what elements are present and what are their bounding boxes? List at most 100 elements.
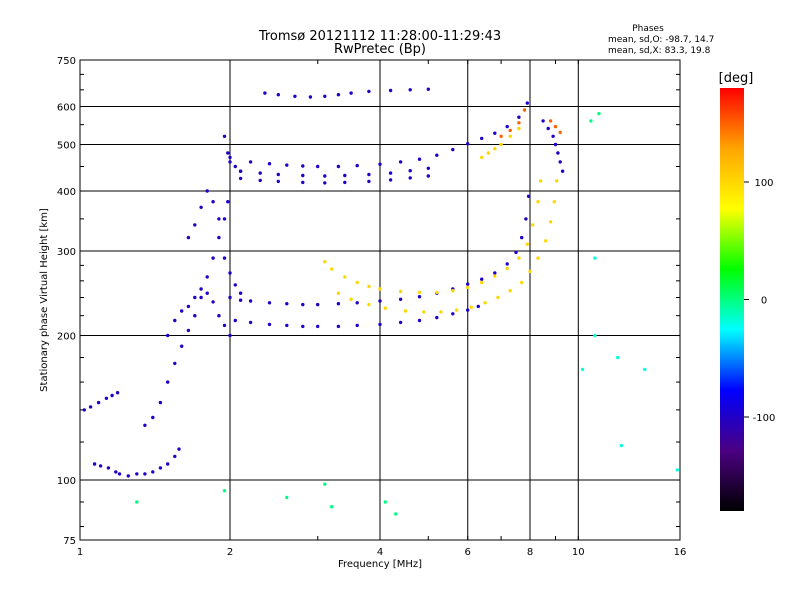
data-point: [323, 482, 327, 486]
data-point: [553, 124, 558, 129]
data-point: [517, 115, 521, 119]
data-point: [135, 472, 139, 476]
data-point: [211, 300, 215, 304]
colorbar-tick-label: 0: [761, 296, 767, 307]
data-point: [378, 299, 382, 303]
data-point: [248, 160, 253, 164]
data-point: [226, 151, 230, 155]
data-point: [525, 242, 529, 246]
data-point: [301, 324, 305, 329]
data-point: [106, 466, 111, 470]
data-point: [505, 266, 509, 271]
data-point: [508, 128, 512, 133]
data-point: [517, 126, 521, 131]
data-point: [417, 290, 422, 295]
data-point: [408, 88, 412, 92]
data-point: [378, 162, 382, 166]
data-point: [258, 171, 262, 175]
data-point: [263, 91, 267, 95]
data-point: [199, 295, 203, 300]
x-tick-label: 6: [465, 547, 471, 558]
data-point: [493, 271, 497, 275]
data-points: [82, 87, 679, 516]
data-point: [143, 423, 147, 427]
data-point: [217, 217, 221, 221]
data-point: [531, 223, 535, 227]
y-tick-label: 750: [57, 56, 76, 67]
data-point: [158, 466, 163, 470]
data-point: [343, 275, 347, 279]
data-point: [276, 93, 280, 97]
data-point: [267, 322, 272, 327]
x-tick-label: 1: [77, 547, 83, 558]
data-point: [285, 495, 289, 500]
data-point: [422, 310, 426, 314]
data-point: [451, 312, 455, 316]
data-point: [323, 260, 327, 264]
data-point: [398, 160, 403, 164]
data-point: [336, 93, 341, 97]
data-point: [493, 131, 497, 135]
data-point: [480, 155, 484, 160]
data-point: [323, 181, 327, 185]
data-point: [336, 291, 341, 295]
data-point: [528, 269, 532, 274]
data-point: [343, 180, 347, 185]
data-point: [552, 200, 556, 204]
data-point: [520, 235, 524, 240]
data-point: [508, 289, 512, 293]
data-point: [88, 405, 93, 409]
data-point: [454, 308, 459, 312]
data-point: [343, 173, 347, 178]
data-point: [336, 164, 341, 169]
chart-title: Tromsø 20121112 11:28:00-11:29:43: [258, 29, 501, 44]
x-tick-label: 2: [227, 547, 233, 558]
data-point: [417, 157, 422, 161]
data-point: [496, 295, 500, 300]
data-point: [301, 180, 305, 185]
colorbar-tick-label: -100: [753, 413, 776, 424]
data-point: [173, 318, 177, 323]
data-point: [193, 314, 197, 318]
plot-area: 1 2 4 6 8 10 16 75 100 200 300 400 500 600 750: [57, 56, 686, 558]
data-point: [435, 315, 439, 320]
data-point: [466, 282, 470, 286]
data-point: [408, 176, 412, 180]
data-point: [222, 134, 227, 138]
data-point: [546, 126, 550, 131]
data-point: [398, 297, 403, 301]
y-tick-label: 400: [57, 187, 76, 198]
data-point: [173, 454, 177, 459]
data-point: [493, 274, 497, 278]
data-point: [524, 217, 528, 221]
data-point: [408, 169, 412, 173]
y-tick-label: 200: [57, 332, 76, 343]
data-point: [388, 178, 393, 182]
data-point: [301, 164, 305, 168]
data-point: [166, 333, 170, 338]
colorbar-tick-label: 100: [754, 178, 773, 189]
data-point: [643, 367, 647, 372]
data-point: [82, 408, 87, 412]
stats-line-o: mean, sd,O: -98.7, 14.7: [608, 35, 714, 45]
y-tick-label: 75: [63, 536, 76, 547]
data-point: [228, 160, 232, 164]
y-tick-label: 500: [57, 141, 76, 152]
data-point: [597, 111, 601, 116]
data-point: [435, 153, 439, 157]
data-point: [466, 142, 470, 146]
data-point: [426, 166, 430, 170]
data-point: [316, 302, 320, 307]
data-point: [267, 301, 272, 305]
data-point: [193, 223, 197, 227]
data-point: [238, 169, 243, 173]
data-point: [555, 179, 559, 183]
data-point: [267, 162, 272, 166]
x-axis-label: Frequency [MHz]: [338, 559, 422, 570]
data-point: [186, 304, 191, 309]
data-point: [367, 172, 371, 177]
data-point: [536, 256, 540, 260]
data-point: [367, 179, 371, 184]
data-point: [135, 500, 139, 504]
